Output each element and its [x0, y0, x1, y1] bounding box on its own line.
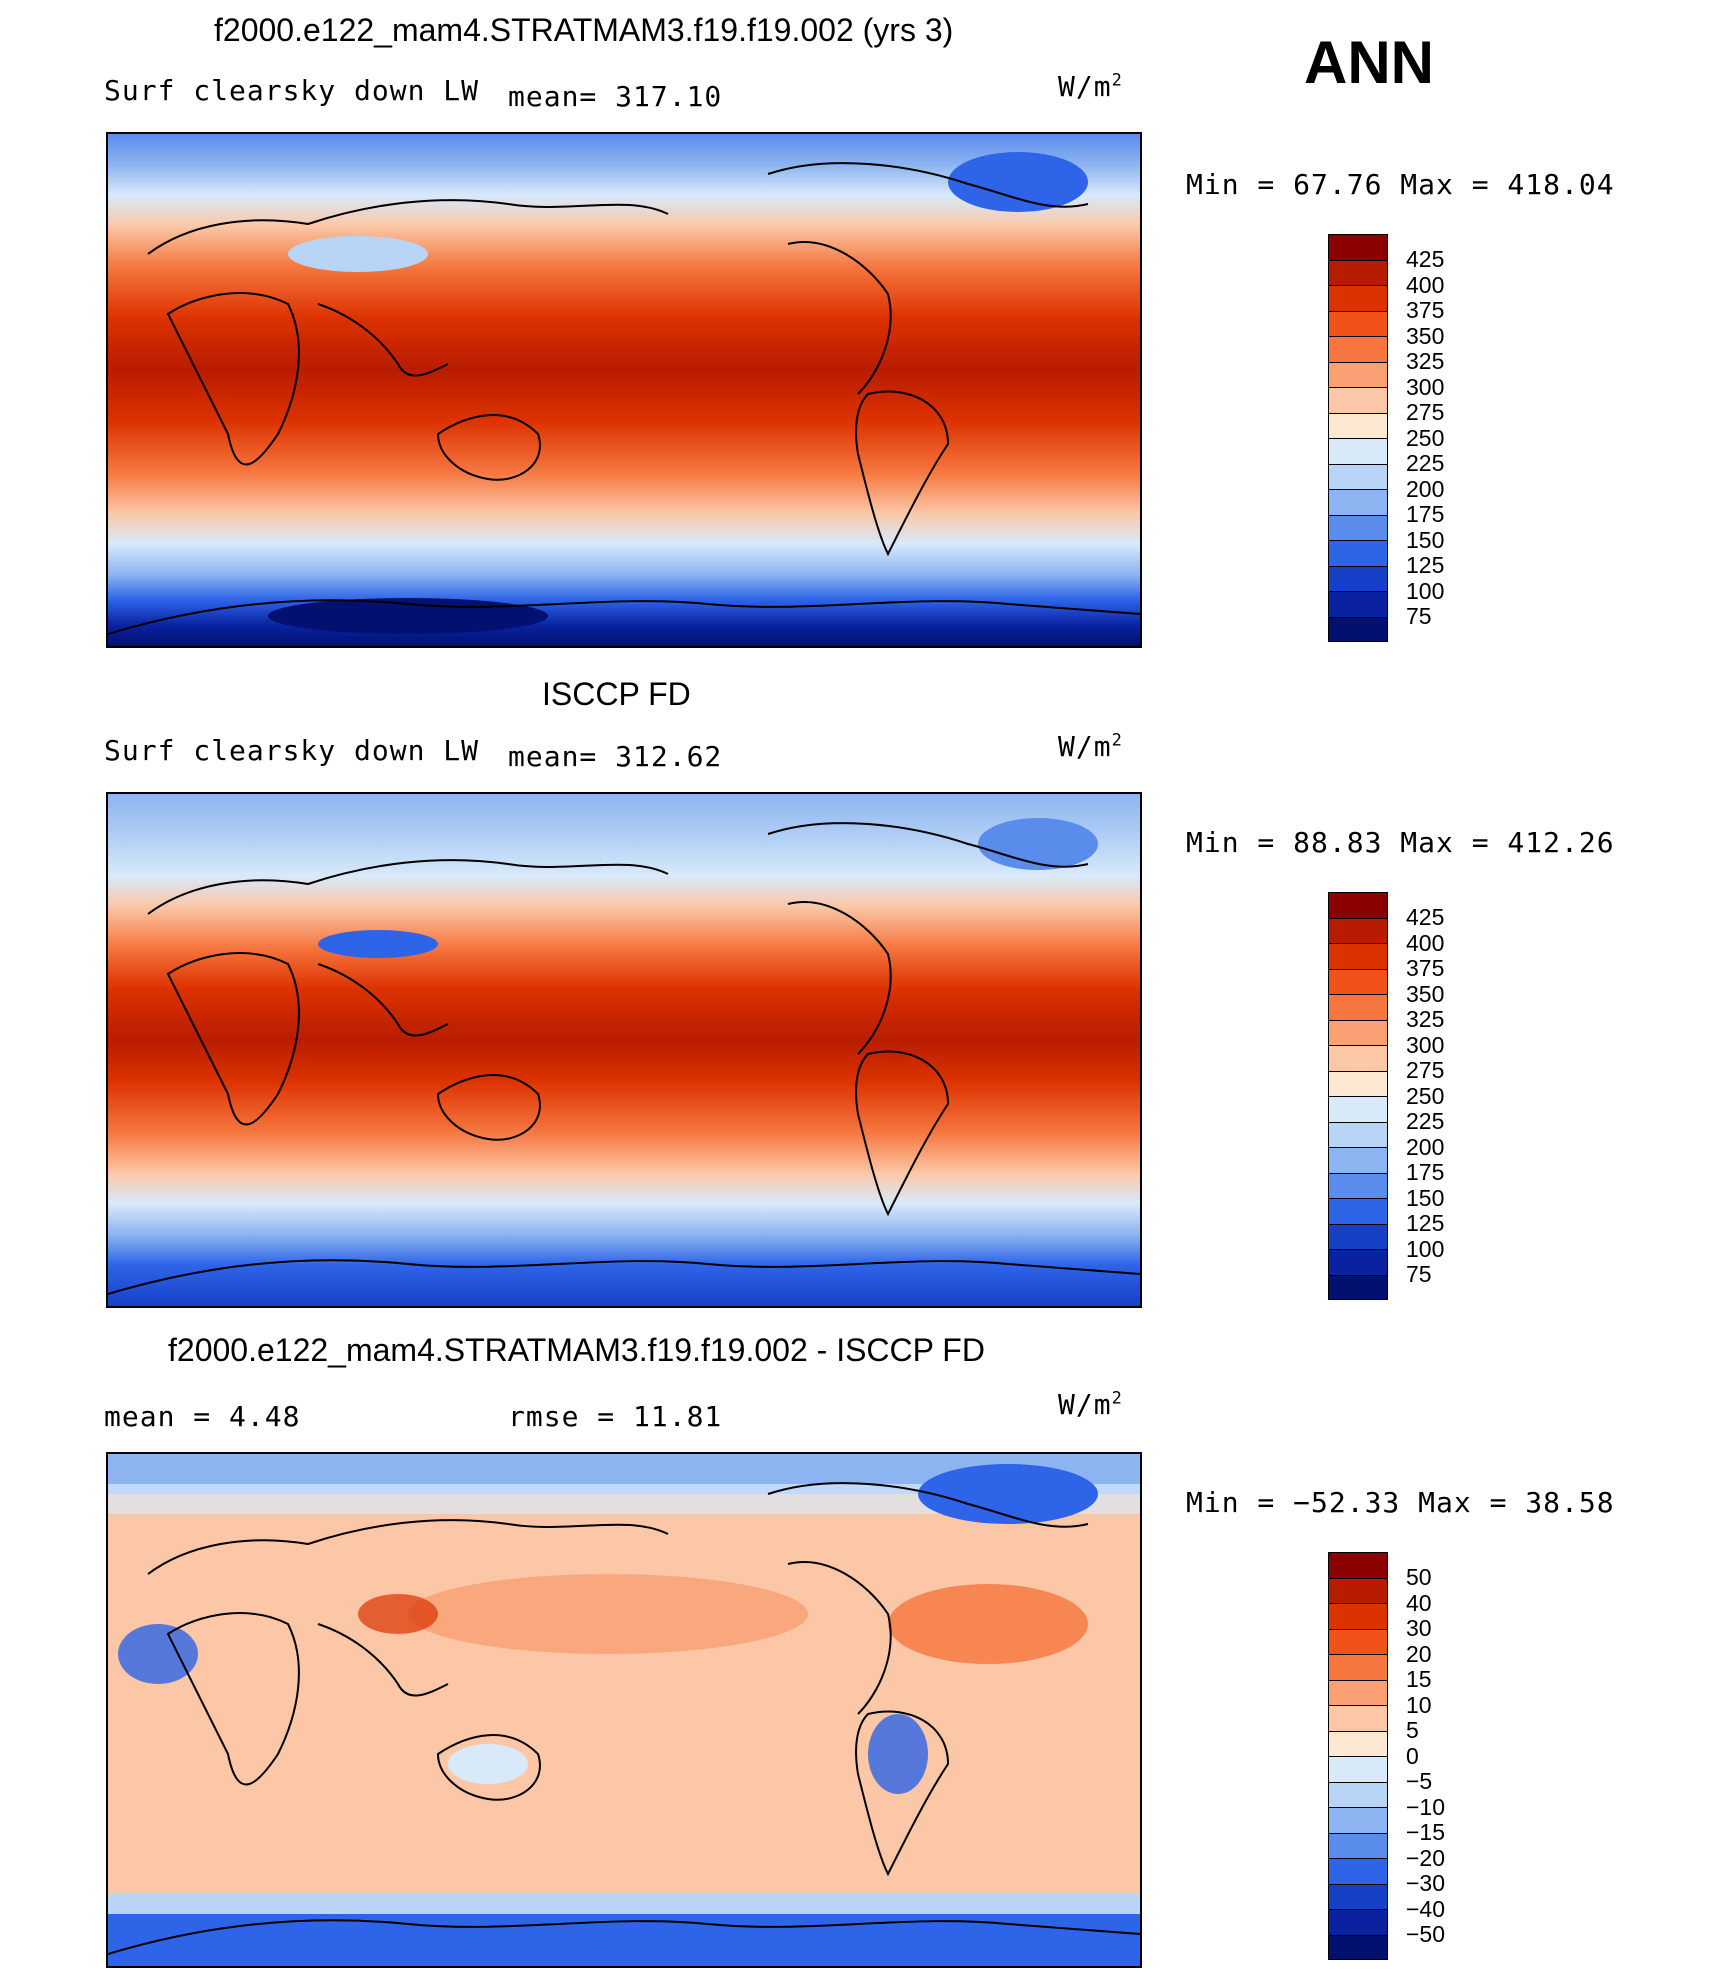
panel-3-rmse-label: rmse = 11.81	[508, 1400, 723, 1433]
colorbar-label: 250	[1406, 424, 1445, 451]
colorbar-label: 425	[1406, 904, 1445, 930]
colorbar-label: 125	[1406, 1210, 1445, 1236]
panel-3-colorbar	[1328, 1552, 1388, 1960]
panel-3-title: f2000.e122_mam4.STRATMAM3.f19.f19.002 - …	[168, 1332, 985, 1368]
colorbar-label: 400	[1406, 271, 1445, 298]
panel-1-variable-label: Surf clearsky down LW	[104, 74, 480, 107]
colorbar-label: 100	[1406, 577, 1445, 604]
colorbar-label: −40	[1406, 1895, 1446, 1922]
colorbar-label: 125	[1406, 552, 1445, 578]
colorbar-label: 5	[1406, 1717, 1419, 1743]
colorbar-label: 225	[1406, 1108, 1445, 1134]
colorbar-label: 300	[1406, 373, 1445, 400]
season-label: ANN	[1304, 29, 1434, 96]
colorbar-label: 425	[1406, 246, 1445, 272]
colorbar-label: 0	[1406, 1742, 1419, 1769]
panel-1-map	[106, 132, 1142, 648]
colorbar-label: 325	[1406, 1006, 1445, 1032]
panel-3-map	[106, 1452, 1142, 1968]
colorbar-label: 150	[1406, 1184, 1445, 1211]
panel-1-minmax: Min = 67.76 Max = 418.04	[1186, 168, 1615, 201]
panel-2-variable-label: Surf clearsky down LW	[104, 734, 480, 767]
panel-3-minmax: Min = −52.33 Max = 38.58	[1186, 1486, 1615, 1519]
panel-2-colorbar	[1328, 892, 1388, 1300]
colorbar-label: 30	[1406, 1615, 1432, 1641]
panel-1-colorbar	[1328, 234, 1388, 642]
colorbar-label: 75	[1406, 603, 1432, 629]
colorbar-label: 350	[1406, 322, 1445, 349]
colorbar-label: 325	[1406, 348, 1445, 374]
colorbar-label: −50	[1406, 1921, 1446, 1947]
panel-2-minmax: Min = 88.83 Max = 412.26	[1186, 826, 1615, 859]
colorbar-label: 50	[1406, 1564, 1432, 1590]
colorbar-label: −30	[1406, 1870, 1446, 1896]
colorbar-label: 375	[1406, 297, 1445, 323]
panel-2-mean-label: mean= 312.62	[508, 740, 723, 773]
panel-1-mean-label: mean= 317.10	[508, 80, 723, 113]
colorbar-label: −15	[1406, 1819, 1446, 1845]
panel-2-map	[106, 792, 1142, 1308]
colorbar-label: 175	[1406, 1159, 1445, 1185]
colorbar-label: 10	[1406, 1691, 1432, 1718]
panel-1-unit-label: W/m2	[1058, 70, 1123, 103]
colorbar-label: −20	[1406, 1844, 1446, 1871]
colorbar-label: 175	[1406, 501, 1445, 527]
panel-2-title: ISCCP FD	[542, 676, 691, 712]
colorbar-label: 20	[1406, 1640, 1432, 1667]
colorbar-label: 300	[1406, 1031, 1445, 1058]
colorbar-label: 225	[1406, 450, 1445, 476]
panel-2-unit-label: W/m2	[1058, 730, 1123, 763]
colorbar-label: 250	[1406, 1082, 1445, 1109]
colorbar-label: 15	[1406, 1666, 1432, 1692]
colorbar-label: 150	[1406, 526, 1445, 553]
colorbar-label: 40	[1406, 1589, 1432, 1616]
colorbar-label: 100	[1406, 1235, 1445, 1262]
colorbar-label: 275	[1406, 399, 1445, 425]
panel-3-mean-label: mean = 4.48	[104, 1400, 301, 1433]
colorbar-label: 200	[1406, 1133, 1445, 1160]
colorbar-label: 275	[1406, 1057, 1445, 1083]
colorbar-label: −10	[1406, 1793, 1446, 1820]
colorbar-label: 400	[1406, 929, 1445, 956]
colorbar-label: −5	[1406, 1768, 1433, 1794]
colorbar-label: 375	[1406, 955, 1445, 981]
panel-1-title: f2000.e122_mam4.STRATMAM3.f19.f19.002 (y…	[214, 12, 954, 48]
colorbar-label: 200	[1406, 475, 1445, 502]
colorbar-label: 350	[1406, 980, 1445, 1007]
colorbar-label: 75	[1406, 1261, 1432, 1287]
panel-3-unit-label: W/m2	[1058, 1388, 1123, 1421]
